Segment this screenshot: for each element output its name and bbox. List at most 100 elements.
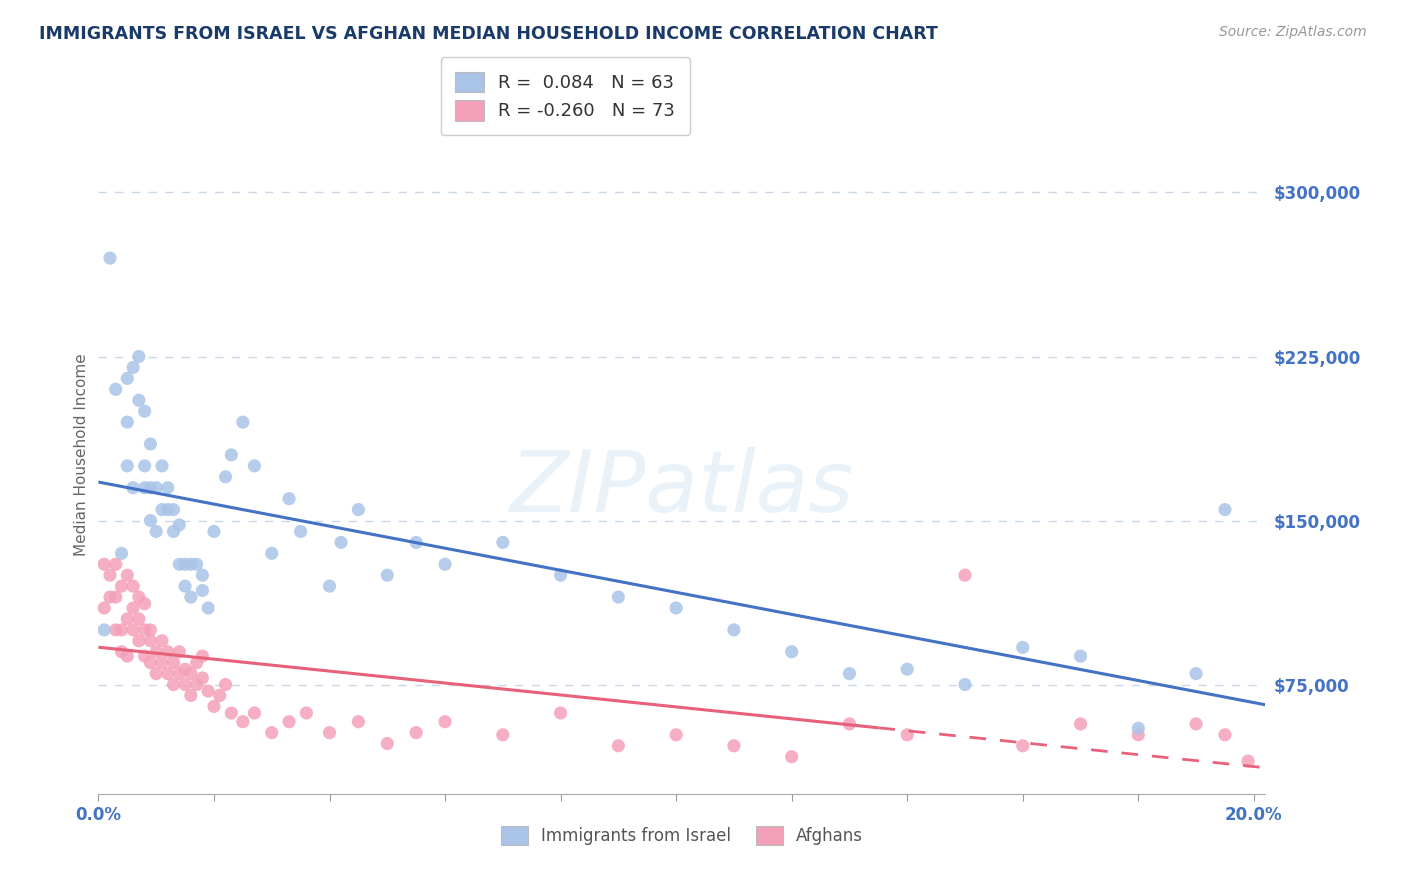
Point: [208, 689, 231, 703]
Point: [197, 601, 219, 615]
Point: [1237, 754, 1260, 768]
Point: [93, 558, 115, 572]
Point: [492, 535, 515, 549]
Point: [953, 568, 976, 582]
Point: [191, 568, 214, 582]
Point: [117, 458, 139, 473]
Point: [122, 601, 145, 615]
Point: [162, 524, 184, 539]
Point: [110, 645, 132, 659]
Point: [434, 714, 457, 729]
Point: [104, 382, 127, 396]
Point: [838, 666, 860, 681]
Point: [665, 728, 688, 742]
Point: [104, 558, 127, 572]
Point: [98, 568, 121, 582]
Point: [117, 568, 139, 582]
Point: [162, 502, 184, 516]
Point: [405, 535, 427, 549]
Point: [134, 649, 156, 664]
Point: [122, 481, 145, 495]
Point: [221, 706, 243, 720]
Point: [174, 677, 197, 691]
Point: [180, 558, 202, 572]
Point: [202, 524, 225, 539]
Point: [214, 470, 236, 484]
Point: [150, 502, 173, 516]
Text: Source: ZipAtlas.com: Source: ZipAtlas.com: [1219, 25, 1367, 39]
Point: [180, 689, 202, 703]
Point: [162, 677, 184, 691]
Point: [134, 404, 156, 418]
Point: [139, 514, 162, 528]
Point: [260, 546, 283, 560]
Point: [191, 583, 214, 598]
Point: [93, 601, 115, 615]
Point: [191, 671, 214, 685]
Point: [318, 725, 340, 739]
Point: [896, 728, 918, 742]
Point: [838, 717, 860, 731]
Point: [93, 623, 115, 637]
Point: [1128, 721, 1150, 735]
Point: [896, 662, 918, 676]
Point: [145, 481, 167, 495]
Point: [117, 649, 139, 664]
Point: [169, 558, 191, 572]
Point: [434, 558, 457, 572]
Point: [290, 524, 312, 539]
Point: [169, 666, 191, 681]
Point: [150, 633, 173, 648]
Point: [145, 666, 167, 681]
Point: [607, 739, 630, 753]
Point: [295, 706, 318, 720]
Point: [186, 677, 208, 691]
Point: [169, 645, 191, 659]
Point: [128, 590, 150, 604]
Point: [180, 590, 202, 604]
Point: [174, 662, 197, 676]
Point: [665, 601, 688, 615]
Point: [492, 728, 515, 742]
Point: [1011, 739, 1033, 753]
Point: [122, 360, 145, 375]
Point: [134, 458, 156, 473]
Point: [953, 677, 976, 691]
Point: [550, 568, 572, 582]
Text: IMMIGRANTS FROM ISRAEL VS AFGHAN MEDIAN HOUSEHOLD INCOME CORRELATION CHART: IMMIGRANTS FROM ISRAEL VS AFGHAN MEDIAN …: [39, 25, 938, 43]
Y-axis label: Median Household Income: Median Household Income: [75, 353, 89, 557]
Point: [174, 579, 197, 593]
Point: [607, 590, 630, 604]
Point: [278, 491, 301, 506]
Point: [278, 714, 301, 729]
Point: [117, 371, 139, 385]
Point: [1185, 717, 1208, 731]
Point: [134, 597, 156, 611]
Point: [139, 437, 162, 451]
Point: [128, 633, 150, 648]
Point: [128, 393, 150, 408]
Point: [122, 623, 145, 637]
Point: [330, 535, 353, 549]
Point: [156, 481, 179, 495]
Text: ZIPatlas: ZIPatlas: [510, 447, 853, 531]
Point: [162, 656, 184, 670]
Point: [186, 656, 208, 670]
Point: [375, 737, 398, 751]
Point: [723, 739, 745, 753]
Point: [723, 623, 745, 637]
Point: [174, 558, 197, 572]
Point: [98, 251, 121, 265]
Legend: Immigrants from Israel, Afghans: Immigrants from Israel, Afghans: [492, 818, 872, 854]
Point: [145, 524, 167, 539]
Point: [1213, 728, 1236, 742]
Point: [243, 706, 266, 720]
Point: [318, 579, 340, 593]
Point: [405, 725, 427, 739]
Point: [375, 568, 398, 582]
Point: [347, 714, 370, 729]
Point: [347, 502, 370, 516]
Point: [122, 579, 145, 593]
Point: [1070, 717, 1092, 731]
Point: [134, 481, 156, 495]
